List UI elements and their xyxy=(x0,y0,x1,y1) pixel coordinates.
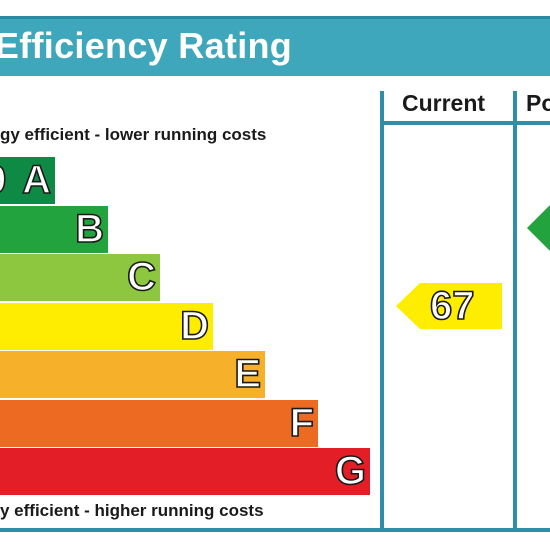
current-rating-arrow-shape xyxy=(396,283,502,329)
divider-middle xyxy=(513,91,517,532)
divider-left xyxy=(380,91,384,532)
top-caption: gy efficient - lower running costs xyxy=(0,125,267,144)
band-g-letter: G xyxy=(334,448,367,494)
band-c: C xyxy=(0,254,160,301)
band-d-letter: D xyxy=(179,303,209,349)
current-rating-value: 67 xyxy=(429,283,475,329)
band-f: F xyxy=(0,400,318,447)
band-a: 9 A xyxy=(0,157,55,204)
band-e: E xyxy=(0,351,265,398)
potential-column-header: Po xyxy=(526,90,550,116)
band-a-range: 9 xyxy=(0,157,7,204)
band-b: B xyxy=(0,206,108,253)
header-underline xyxy=(380,121,550,125)
potential-rating-arrow xyxy=(527,205,550,251)
band-g: G xyxy=(0,448,370,495)
bottom-caption: y efficient - higher running costs xyxy=(0,501,264,520)
current-column-header: Current xyxy=(402,90,486,116)
chart-title: gy Efficiency Rating xyxy=(0,25,293,66)
band-d: D xyxy=(0,303,213,350)
potential-rating-arrow-shape xyxy=(527,205,550,251)
bottom-border xyxy=(0,528,550,532)
band-f-letter: F xyxy=(289,400,315,446)
band-e-letter: E xyxy=(234,351,262,397)
band-c-letter: C xyxy=(126,254,156,300)
band-b-letter: B xyxy=(74,206,104,252)
title-bar: gy Efficiency Rating xyxy=(0,16,550,76)
band-a-letter: A xyxy=(21,157,51,203)
current-rating-arrow xyxy=(396,283,502,329)
